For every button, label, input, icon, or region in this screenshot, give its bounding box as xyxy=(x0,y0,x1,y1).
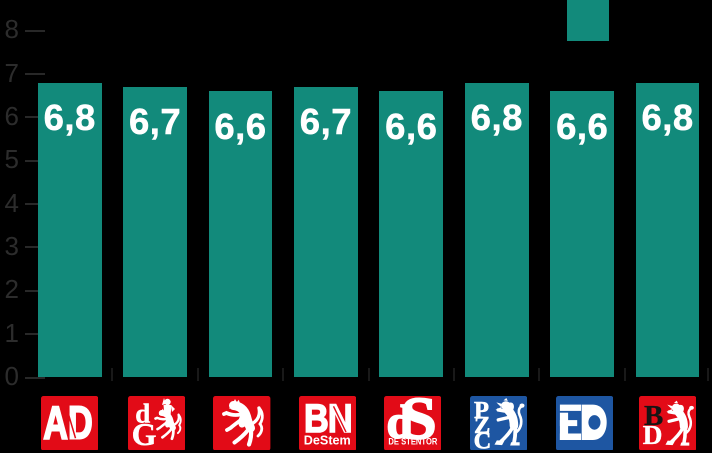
svg-text:P: P xyxy=(474,396,489,423)
svg-text:C: C xyxy=(474,427,492,450)
svg-text:AD: AD xyxy=(43,396,92,449)
svg-text:d: d xyxy=(386,396,412,448)
svg-text:G: G xyxy=(131,416,156,451)
svg-text:DeStem: DeStem xyxy=(303,433,350,447)
svg-text:B: B xyxy=(644,400,663,432)
svg-text:BN: BN xyxy=(303,396,351,441)
svg-text:D: D xyxy=(642,419,662,449)
svg-text:DE STENTOR: DE STENTOR xyxy=(388,436,437,446)
svg-text:S: S xyxy=(400,396,436,451)
svg-text:Z: Z xyxy=(474,412,490,439)
svg-text:d: d xyxy=(135,398,150,428)
